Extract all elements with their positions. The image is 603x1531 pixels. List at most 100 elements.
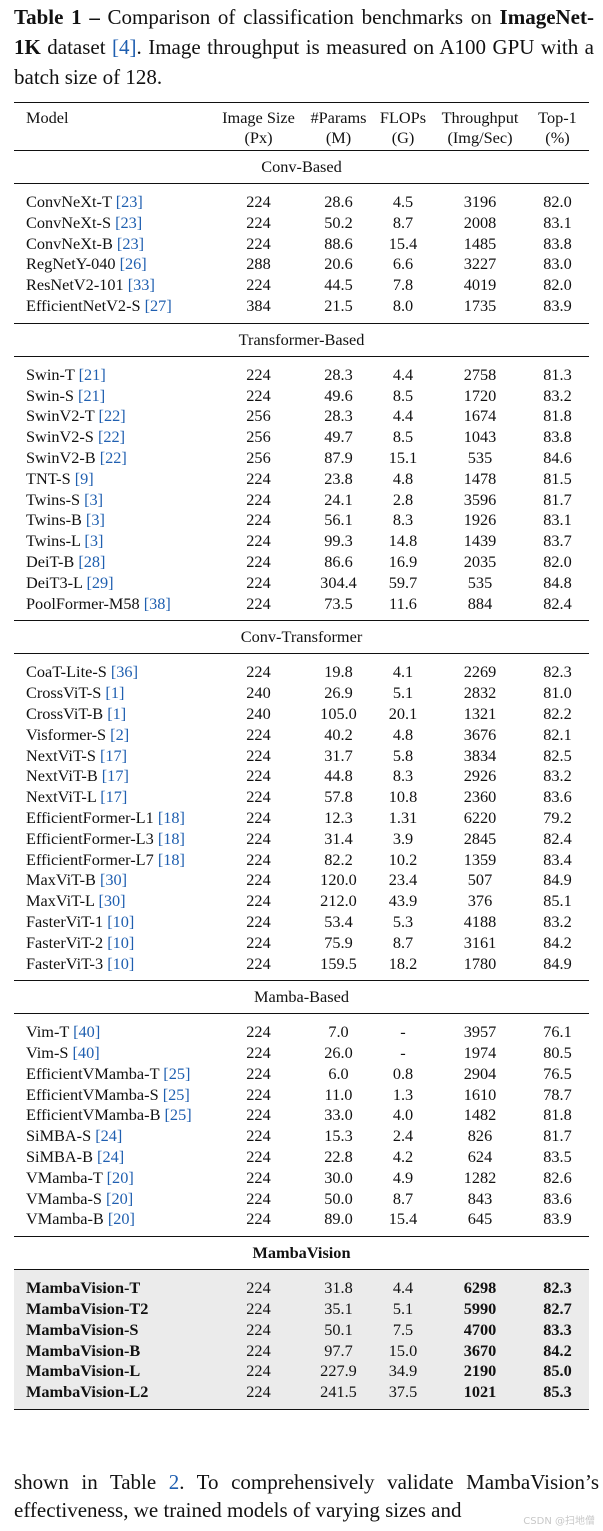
- section-header-row: Mamba-Based: [14, 980, 589, 1015]
- citation-link[interactable]: [25]: [163, 1063, 191, 1083]
- flops-cell: 37.5: [372, 1382, 434, 1411]
- image-size-cell: 224: [246, 828, 271, 848]
- citation-link[interactable]: [25]: [164, 1105, 192, 1125]
- citation-link[interactable]: [40]: [73, 1022, 101, 1042]
- params-cell: 44.5: [324, 275, 353, 295]
- image-size-cell: 224: [246, 275, 271, 295]
- model-cell: CrossViT-B [1]: [14, 704, 212, 725]
- citation-link[interactable]: [20]: [106, 1188, 134, 1208]
- model-cell: MambaVision-S: [14, 1319, 212, 1341]
- citation-link[interactable]: [18]: [157, 807, 185, 827]
- citation-link[interactable]: [9]: [74, 468, 94, 488]
- citation-link[interactable]: [20]: [107, 1209, 135, 1229]
- citation-link[interactable]: [1]: [107, 703, 127, 723]
- top1-cell: 82.3: [543, 662, 572, 682]
- table-row: MaxViT-B [30] 224 120.0 23.4 507 84.9: [14, 870, 589, 891]
- citation-link[interactable]: [3]: [84, 531, 104, 551]
- citation-link[interactable]: [22]: [97, 427, 126, 447]
- citation-link[interactable]: [38]: [143, 593, 171, 613]
- image-size-cell: 224: [246, 870, 271, 890]
- citation-link[interactable]: [30]: [99, 870, 128, 890]
- citation-link[interactable]: [23]: [116, 233, 145, 253]
- citation-link[interactable]: [28]: [78, 551, 106, 571]
- flops-cell: -: [400, 1022, 406, 1042]
- image-size-cell: 224: [212, 1319, 305, 1341]
- table-ref-link[interactable]: 2: [168, 1470, 180, 1494]
- throughput-cell: 1359: [463, 849, 497, 869]
- citation-link[interactable]: [40]: [72, 1043, 100, 1063]
- params-cell: 11.0: [324, 1084, 353, 1104]
- citation-link[interactable]: [18]: [157, 828, 185, 848]
- citation-link[interactable]: [3]: [84, 489, 104, 509]
- model-cell: RegNetY-040 [26]: [14, 254, 212, 275]
- citation-link[interactable]: [17]: [101, 766, 129, 786]
- caption-citation-link[interactable]: [4]: [112, 35, 137, 59]
- citation-link[interactable]: [21]: [78, 364, 106, 384]
- top1-cell: 83.8: [543, 233, 572, 253]
- citation-link[interactable]: [25]: [162, 1084, 190, 1104]
- citation-link[interactable]: [2]: [110, 724, 130, 744]
- citation-link[interactable]: [24]: [97, 1147, 125, 1167]
- citation-link[interactable]: [30]: [98, 891, 126, 911]
- top1-cell: 79.2: [543, 807, 572, 827]
- citation-link[interactable]: [17]: [99, 745, 128, 765]
- citation-link[interactable]: [18]: [157, 849, 185, 869]
- model-name: Twins-L: [26, 531, 85, 551]
- citation-link[interactable]: [22]: [98, 406, 126, 426]
- flops-cell: 4.2: [392, 1147, 414, 1167]
- table-row: VMamba-S [20] 224 50.0 8.7 843 83.6: [14, 1189, 589, 1210]
- image-size-cell: 224: [246, 787, 271, 807]
- model-cell: CrossViT-S [1]: [14, 683, 212, 704]
- image-size-cell: 224: [246, 510, 271, 530]
- top1-cell: 83.2: [543, 766, 572, 786]
- model-cell: ResNetV2-101 [33]: [14, 275, 212, 296]
- citation-link[interactable]: [10]: [107, 932, 135, 952]
- model-cell: EfficientFormer-L3 [18]: [14, 829, 212, 850]
- section-title: MambaVision: [14, 1236, 589, 1271]
- caption-text-2: dataset: [40, 35, 113, 59]
- citation-link[interactable]: [29]: [86, 572, 114, 592]
- citation-link[interactable]: [26]: [119, 254, 147, 274]
- table-row: FasterViT-1 [10] 224 53.4 5.3 4188 83.2: [14, 912, 589, 933]
- citation-link[interactable]: [23]: [115, 212, 143, 232]
- citation-link[interactable]: [1]: [105, 683, 125, 703]
- citation-link[interactable]: [23]: [115, 192, 143, 211]
- table-row: DeiT-B [28] 224 86.6 16.9 2035 82.0: [14, 552, 589, 573]
- throughput-cell: 507: [467, 870, 493, 890]
- top1-cell: 82.7: [526, 1299, 589, 1320]
- citation-link[interactable]: [33]: [127, 275, 155, 295]
- section-title: Conv-Based: [14, 150, 589, 184]
- table-row: EfficientVMamba-T [25] 224 6.0 0.8 2904 76.5: [14, 1064, 589, 1085]
- table-row: SiMBA-B [24] 224 22.8 4.2 624 83.5: [14, 1147, 589, 1168]
- model-name: SiMBA-B: [26, 1147, 98, 1167]
- model-cell: SwinV2-S [22]: [14, 427, 212, 448]
- citation-link[interactable]: [10]: [107, 953, 135, 973]
- citation-link[interactable]: [20]: [106, 1167, 134, 1187]
- citation-link[interactable]: [3]: [85, 510, 105, 530]
- model-name: SwinV2-T: [26, 406, 99, 426]
- image-size-cell: 224: [212, 1340, 305, 1362]
- header-image-size: Image Size (Px): [212, 102, 305, 151]
- citation-link[interactable]: [10]: [107, 911, 135, 931]
- top1-cell: 81.0: [543, 683, 572, 703]
- table-row: EfficientNetV2-S [27] 384 21.5 8.0 1735 83.9: [14, 296, 589, 323]
- citation-link[interactable]: [22]: [99, 447, 127, 467]
- citation-link[interactable]: [17]: [100, 787, 128, 807]
- image-size-cell: 256: [246, 447, 271, 467]
- throughput-cell: 535: [467, 447, 493, 467]
- throughput-cell: 1282: [463, 1167, 497, 1187]
- model-cell: Twins-B [3]: [14, 510, 212, 531]
- section-header-row: Conv-Transformer: [14, 620, 589, 655]
- top1-cell: 83.1: [543, 510, 572, 530]
- citation-link[interactable]: [36]: [110, 662, 138, 682]
- image-size-cell: 224: [246, 953, 271, 973]
- params-cell: 227.9: [305, 1361, 372, 1383]
- image-size-cell: 224: [246, 489, 271, 509]
- params-cell: 31.4: [324, 828, 353, 848]
- citation-link[interactable]: [21]: [78, 385, 106, 405]
- citation-link[interactable]: [24]: [95, 1126, 123, 1146]
- flops-cell: 10.8: [388, 787, 418, 807]
- model-cell: MambaVision-B: [14, 1340, 212, 1362]
- model-name: SwinV2-B: [26, 447, 100, 467]
- citation-link[interactable]: [27]: [144, 295, 172, 315]
